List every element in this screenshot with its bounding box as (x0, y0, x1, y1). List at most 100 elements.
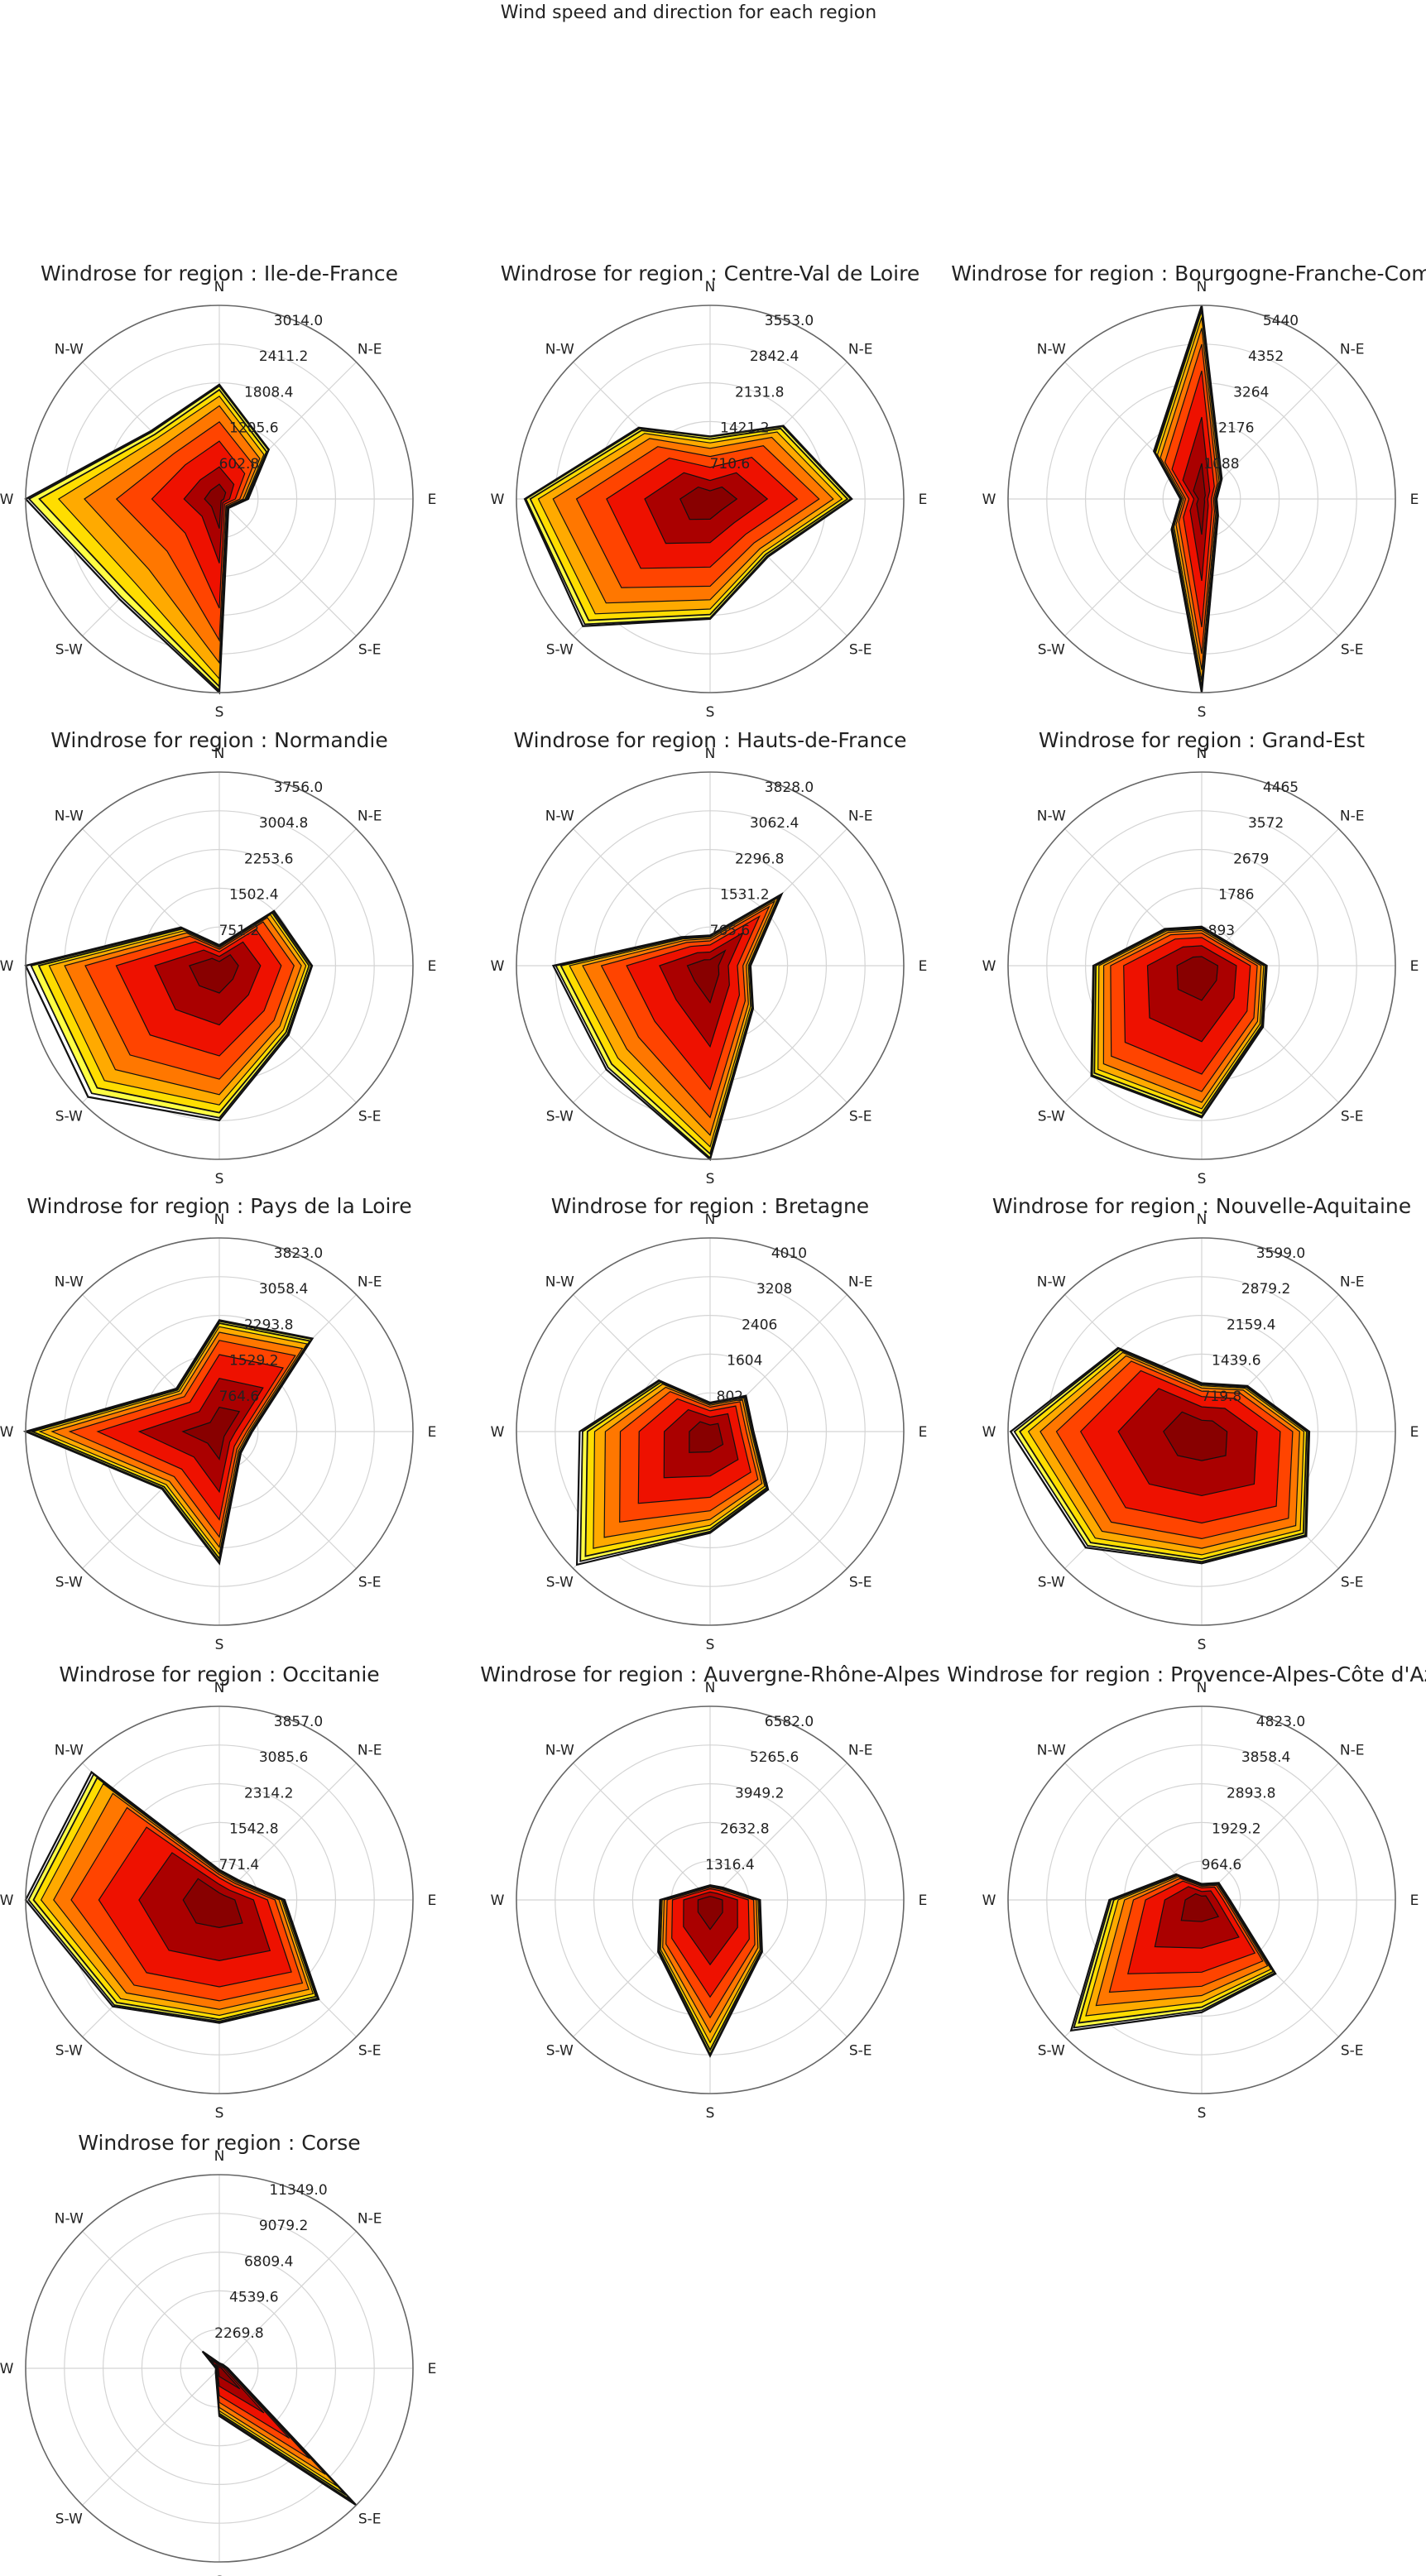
outer-ring (25, 2174, 414, 2563)
direction-label: E (919, 492, 928, 508)
radial-tick-label: 2314.2 (244, 1785, 293, 1801)
outer-ring (1007, 305, 1396, 693)
radial-tick-label: 1929.2 (1212, 1821, 1260, 1838)
direction-label: N-E (358, 1742, 382, 1758)
windrose-occitanie: 771.4 1542.8 2314.2 3085.6 3857.0 N N-E E S-E S S-… (0, 1662, 436, 2122)
direction-label: W (491, 492, 505, 508)
radial-tick-label: 4539.6 (229, 2290, 278, 2306)
panel-title: Windrose for region : Auvergne-Rhône-Alp… (480, 1662, 940, 1686)
direction-label: E (919, 1892, 928, 1909)
radial-tick-label: 3553.0 (765, 313, 814, 329)
windrose-corse: 2269.8 4539.6 6809.4 9079.2 11349.0 N N-E E S-E S… (0, 2131, 436, 2576)
radial-tick-label: 802 (717, 1389, 743, 1405)
direction-label: S-E (358, 2043, 382, 2060)
radial-tick-label: 5440 (1263, 313, 1299, 329)
direction-label: E (1410, 492, 1419, 508)
direction-label: N (214, 1211, 225, 1228)
radial-tick-label: 1439.6 (1212, 1353, 1260, 1370)
panel-title: Windrose for region : Grand-Est (1039, 728, 1365, 752)
speed-layer-1 (1163, 1411, 1228, 1461)
panel-title: Windrose for region : Bourgogne-Franche-… (951, 261, 1426, 285)
windrose-hauts-de-france: 765.6 1531.2 2296.8 3062.4 3828.0 N N-E E S-E S S-… (491, 728, 928, 1187)
direction-label: N-W (545, 808, 574, 824)
panel-title: Windrose for region : Centre-Val de Loir… (501, 261, 919, 285)
direction-label: N-E (358, 341, 382, 357)
direction-label: S-E (358, 1575, 382, 1591)
speed-layer-1 (189, 954, 239, 994)
windrose-panels: 602.8 1205.6 1808.4 2411.2 3014.0 N N-E E S-E S S-… (0, 261, 1426, 2576)
speed-layer-1 (679, 486, 738, 520)
radial-tick-label: 3756.0 (274, 780, 323, 796)
direction-label: N-W (1037, 808, 1066, 824)
radial-tick-label: 1786 (1218, 887, 1254, 904)
direction-label: N (214, 1680, 225, 1696)
windrose-ile-de-france: 602.8 1205.6 1808.4 2411.2 3014.0 N N-E E S-E S S-… (0, 261, 436, 721)
direction-label: W (0, 2361, 14, 2377)
speed-layer-1 (1176, 956, 1219, 1001)
direction-label: S (1198, 1171, 1207, 1187)
direction-label: N (1197, 279, 1208, 295)
direction-label: N-W (1037, 1274, 1066, 1290)
direction-label: S-E (849, 1575, 872, 1591)
outer-ring (1007, 1705, 1396, 2094)
direction-label: N-E (848, 1274, 873, 1290)
radial-tick-label: 710.6 (710, 456, 751, 473)
direction-label: N-W (55, 1274, 84, 1290)
direction-label: E (428, 492, 437, 508)
direction-label: N-W (55, 2210, 84, 2227)
panel-title: Windrose for region : Pays de la Loire (26, 1194, 411, 1218)
radial-tick-label: 6809.4 (244, 2253, 293, 2270)
radial-tick-label: 3062.4 (750, 815, 799, 832)
direction-label: S-W (55, 2043, 83, 2060)
radial-tick-label: 771.4 (219, 1857, 260, 1873)
direction-label: W (491, 1892, 505, 1909)
direction-label: W (491, 1424, 505, 1441)
direction-label: N-E (848, 1742, 873, 1758)
direction-label: S-E (1341, 2043, 1364, 2060)
panel-title: Windrose for region : Normandie (50, 728, 387, 752)
direction-label: S (1198, 2105, 1207, 2122)
radial-tick-label: 751.2 (219, 923, 260, 939)
radial-tick-label: 9079.2 (259, 2218, 308, 2234)
windrose-provence-alpes-cote-d-azur: 964.6 1929.2 2893.8 3858.4 4823.0 N N-E E S-E S S-… (947, 1662, 1426, 2122)
speed-layer-2 (1182, 416, 1211, 581)
direction-label: W (0, 958, 14, 975)
radial-tick-label: 3085.6 (259, 1749, 308, 1766)
direction-label: S (215, 1171, 224, 1187)
radial-tick-label: 964.6 (1202, 1857, 1242, 1873)
direction-label: S-W (1038, 642, 1065, 659)
direction-label: E (1410, 1892, 1419, 1909)
direction-label: N (705, 746, 716, 762)
radial-tick-label: 3572 (1248, 815, 1284, 832)
radial-tick-label: 1421.2 (720, 420, 769, 437)
direction-label: N-W (545, 1742, 574, 1758)
direction-label: E (1410, 958, 1419, 975)
direction-label: S (706, 1171, 715, 1187)
direction-label: S (215, 1637, 224, 1653)
outer-ring (516, 771, 905, 1160)
direction-label: N (1197, 1680, 1208, 1696)
grid-spoke (218, 1431, 357, 1569)
panel-title: Windrose for region : Bretagne (551, 1194, 869, 1218)
speed-layer-1 (214, 2363, 241, 2390)
direction-label: N-E (848, 341, 873, 357)
radial-tick-label: 1604 (727, 1353, 762, 1370)
outer-ring (1007, 771, 1396, 1160)
direction-label: N-W (1037, 341, 1066, 357)
speed-layer-1 (181, 1406, 241, 1461)
radial-tick-label: 3828.0 (765, 780, 814, 796)
radial-tick-label: 2406 (742, 1317, 777, 1333)
direction-label: W (0, 1424, 14, 1441)
radial-tick-label: 3857.0 (274, 1714, 323, 1730)
grid-spoke (82, 2367, 220, 2506)
direction-label: S (215, 704, 224, 721)
radial-tick-label: 6582.0 (765, 1714, 814, 1730)
direction-label: E (428, 2361, 437, 2377)
direction-label: S-W (55, 1109, 83, 1125)
direction-label: S-E (1341, 1575, 1364, 1591)
speed-layer-1 (1180, 1892, 1220, 1922)
panel-title: Windrose for region : Ile-de-France (41, 261, 398, 285)
outer-ring (1007, 1237, 1396, 1626)
direction-label: S (215, 2574, 224, 2576)
